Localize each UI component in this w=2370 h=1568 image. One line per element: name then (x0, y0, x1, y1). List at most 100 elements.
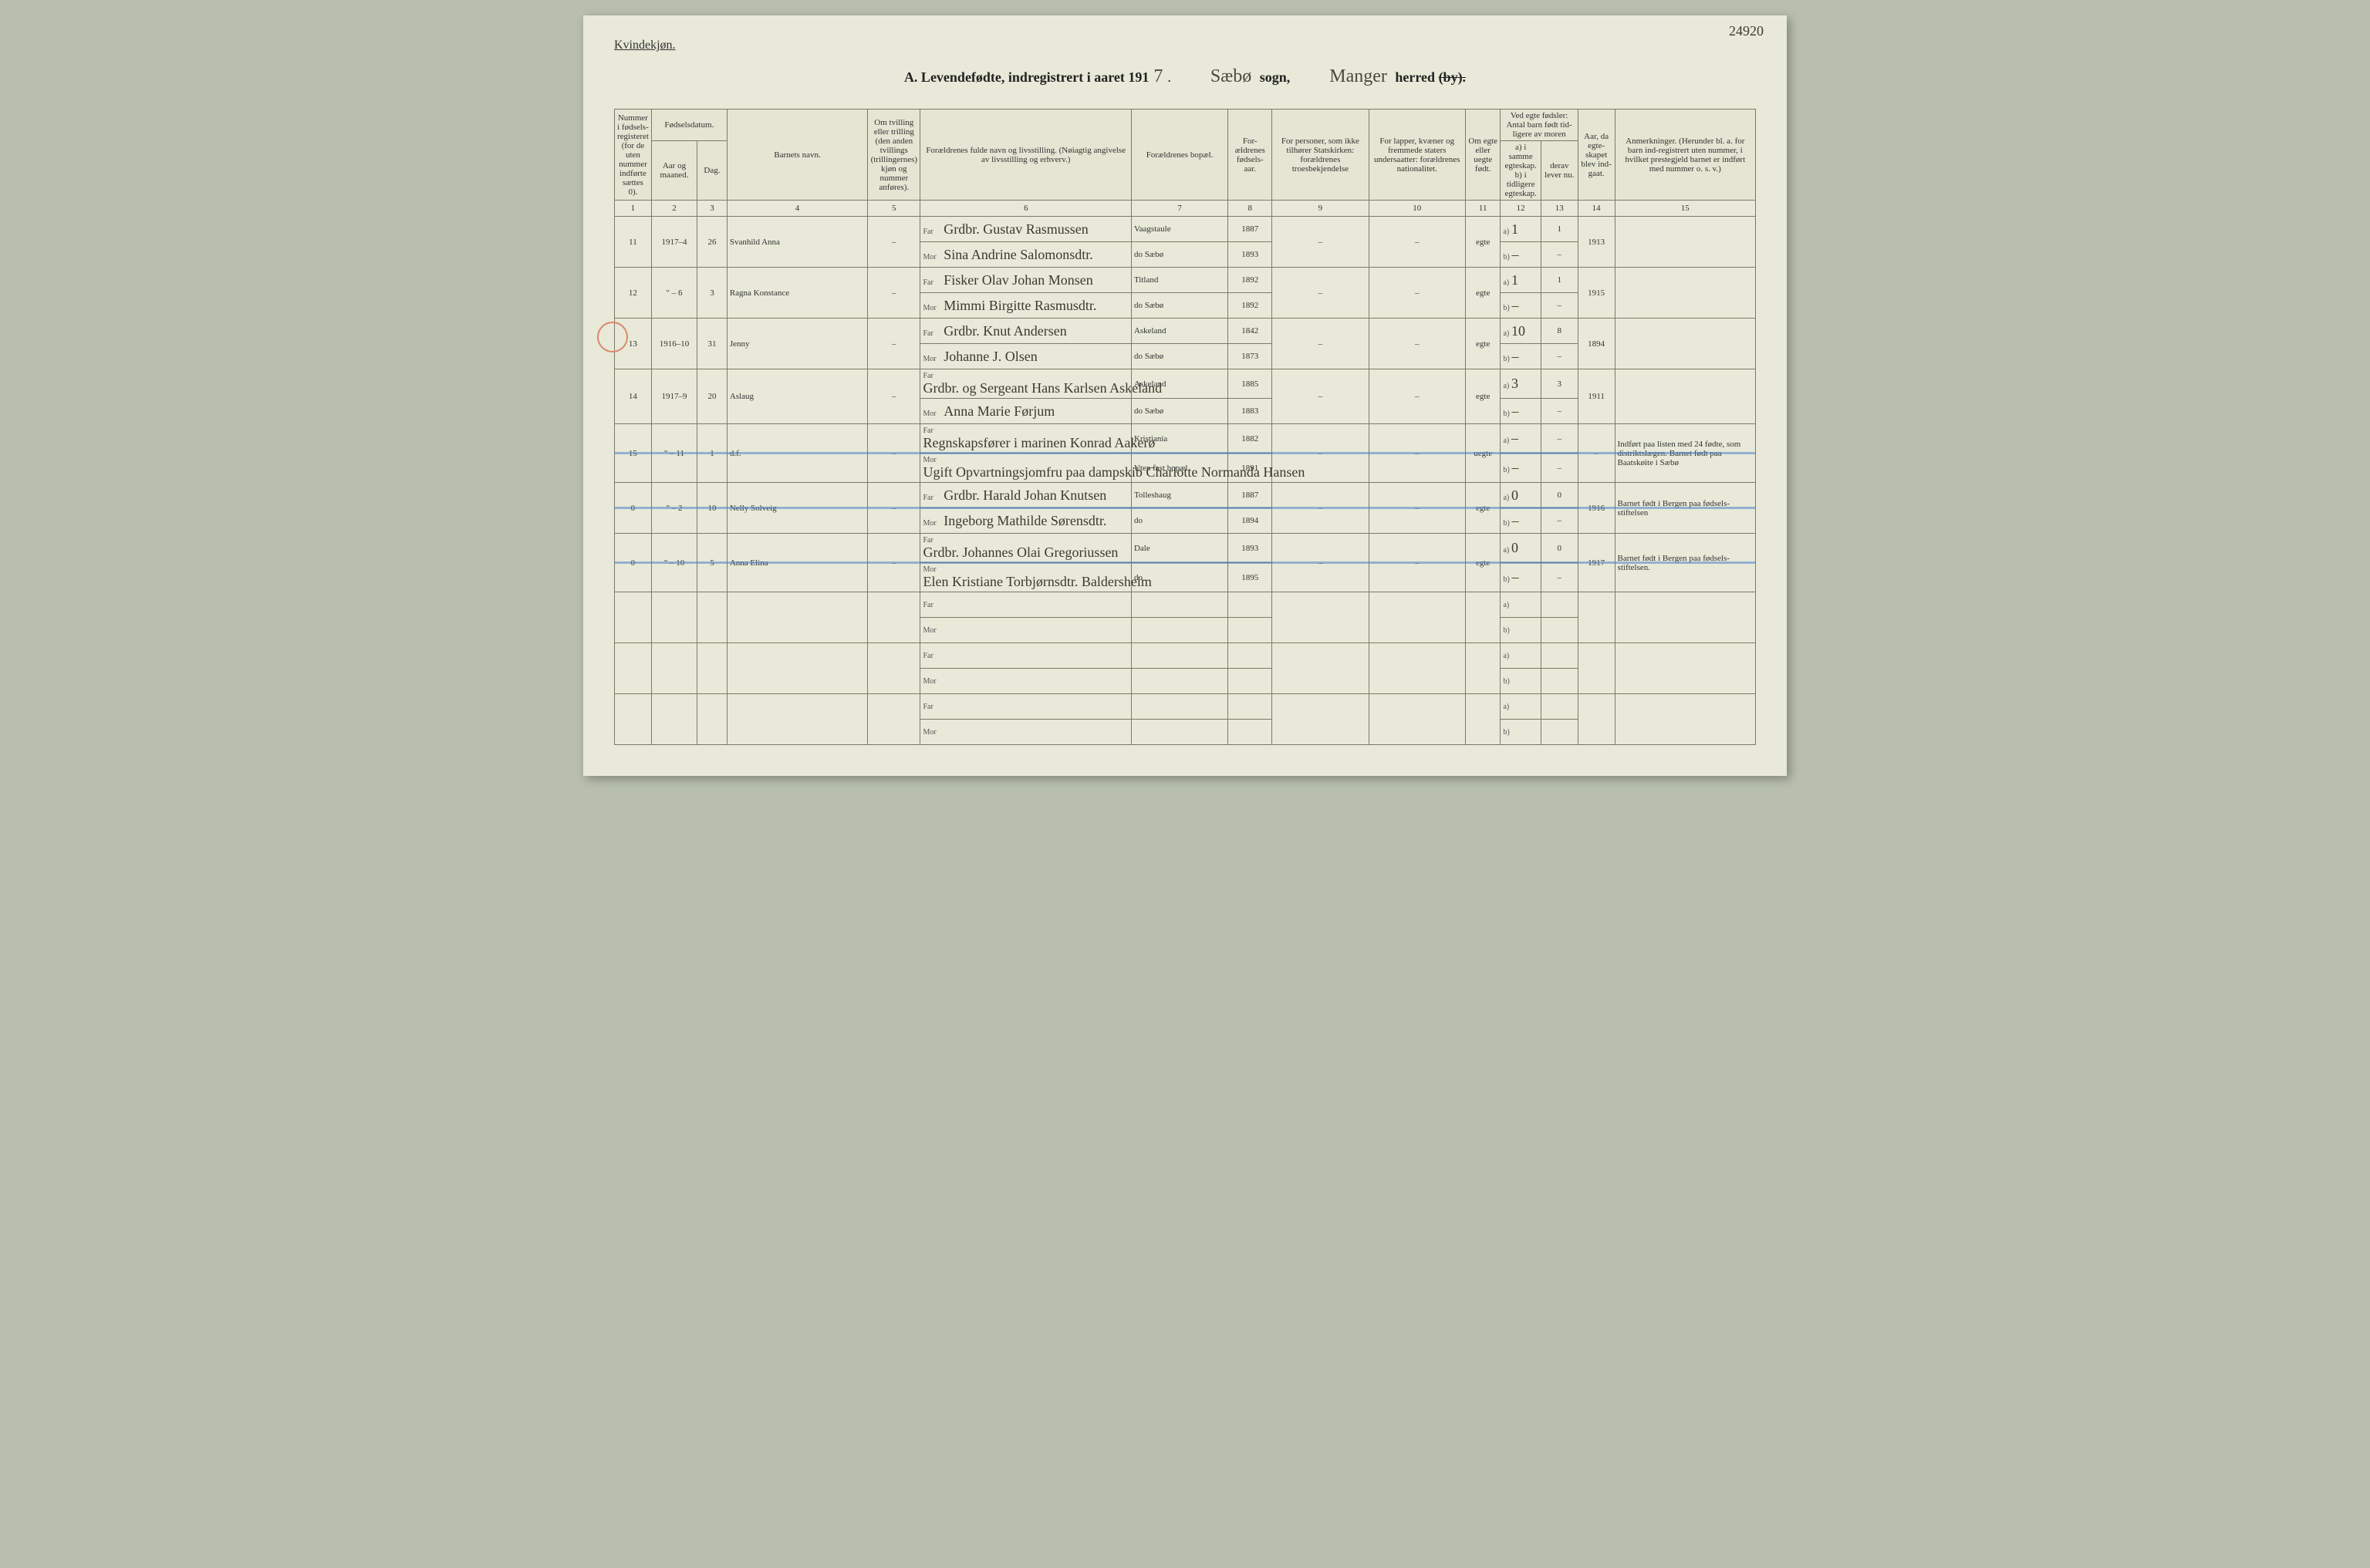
table-row: Fara) (615, 592, 1756, 618)
hdr-c10: For lapper, kvæner og fremmede staters u… (1369, 110, 1465, 201)
cell-mor: Mor Mimmi Birgitte Rasmusdtr. (920, 293, 1131, 319)
cell-lever-a: 1 (1541, 268, 1578, 293)
cell-anm (1615, 217, 1755, 268)
hdr-c2-group: Fødselsdatum. (651, 110, 727, 141)
cell-bopel-far: Vaagstaule (1131, 217, 1227, 242)
red-circle-annotation (597, 322, 628, 352)
cell-name: Jenny (727, 319, 867, 369)
hdr-c1: Nummer i fødsels-registeret (for de uten… (615, 110, 652, 201)
hdr-c9: For personer, som ikke tilhører Statskir… (1272, 110, 1369, 201)
cell-bopel-far: Askeland (1131, 319, 1227, 344)
table-row: 0" – 210Nelly Solveig–Far Grdbr. Harald … (615, 483, 1756, 508)
a-label: a) (1503, 601, 1509, 609)
table-row: 141917–920Aslaug–Far Grdbr. og Sergeant … (615, 369, 1756, 399)
cell-aar-far: 1842 (1228, 319, 1272, 344)
table-row: 0" – 105Anna Elina–Far Grdbr. Johannes O… (615, 534, 1756, 563)
hdr-c5: Om tvilling eller trilling (den anden tv… (868, 110, 920, 201)
cell-lever-b: – (1541, 454, 1578, 483)
table-row: Fara) (615, 643, 1756, 669)
cell-anm (1615, 319, 1755, 369)
cell-a: a) 0 (1501, 534, 1541, 563)
cell-indg: 1915 (1578, 268, 1615, 319)
cell-b: b) – (1501, 563, 1541, 592)
cell-egte: egte (1465, 319, 1501, 369)
hdr-c11: Om egte eller uegte født. (1465, 110, 1501, 201)
cell-c9: – (1272, 268, 1369, 319)
colnum: 9 (1272, 201, 1369, 217)
cell-lever-b: – (1541, 293, 1578, 319)
cell-far: Far Grdbr. Gustav Rasmussen (920, 217, 1131, 242)
cell-tvil: – (868, 369, 920, 424)
cell-lever-b: – (1541, 242, 1578, 268)
a-label: a) (1503, 703, 1509, 711)
cell-b: b) – (1501, 242, 1541, 268)
table-row: 12" – 63Ragna Konstance–Far Fisker Olav … (615, 268, 1756, 293)
b-label: b) (1503, 677, 1509, 686)
table-row: 111917–426Svanhild Anna–Far Grdbr. Gusta… (615, 217, 1756, 242)
cell-c9: – (1272, 369, 1369, 424)
cell-b: b) – (1501, 508, 1541, 534)
cell-a: a) 10 (1501, 319, 1541, 344)
cell-b: b) – (1501, 454, 1541, 483)
cell-a: a) 0 (1501, 483, 1541, 508)
cell-bopel-mor: do Sæbø (1131, 242, 1227, 268)
cell-lever-b: – (1541, 563, 1578, 592)
cell-aar-mor: 1883 (1228, 399, 1272, 424)
title-prefix: A. Levendefødte, indregistrert i aaret 1… (904, 69, 1149, 85)
cell-num: 12 (615, 268, 652, 319)
cell-aar-far: 1887 (1228, 483, 1272, 508)
colnum: 11 (1465, 201, 1501, 217)
cell-aar-mor: 1895 (1228, 563, 1272, 592)
cell-c9: – (1272, 319, 1369, 369)
cell-far: Far Grdbr. Johannes Olai Gregoriussen (920, 534, 1131, 563)
cell-name: Svanhild Anna (727, 217, 867, 268)
cell-aar-mor: 1873 (1228, 344, 1272, 369)
colnum: 3 (697, 201, 728, 217)
hdr-c12a: a) i samme egteskap. b) i tidligere egte… (1501, 141, 1541, 201)
cell-ym: 1916–10 (651, 319, 697, 369)
cell-num: 11 (615, 217, 652, 268)
cell-b: b) – (1501, 344, 1541, 369)
title-line: A. Levendefødte, indregistrert i aaret 1… (614, 66, 1756, 87)
cell-b: b) – (1501, 399, 1541, 424)
cell-name: Ragna Konstance (727, 268, 867, 319)
cell-bopel-mor: do Sæbø (1131, 344, 1227, 369)
blue-strike-annotation (614, 452, 1756, 454)
b-label: b) (1503, 626, 1509, 635)
cell-b: b) – (1501, 293, 1541, 319)
colnum: 7 (1131, 201, 1227, 217)
cell-a: a) – (1501, 424, 1541, 454)
cell-c10: – (1369, 268, 1465, 319)
herred-handwritten: Manger (1325, 66, 1392, 86)
colnum: 6 (920, 201, 1131, 217)
cell-lever-a: 1 (1541, 217, 1578, 242)
by-struck: (by). (1439, 69, 1467, 85)
cell-mor: Mor Johanne J. Olsen (920, 344, 1131, 369)
colnum: 1 (615, 201, 652, 217)
cell-a: a) 1 (1501, 217, 1541, 242)
cell-num: 14 (615, 369, 652, 424)
cell-egte: egte (1465, 217, 1501, 268)
cell-mor: Mor Anna Marie Førjum (920, 399, 1131, 424)
cell-aar-mor: 1894 (1228, 508, 1272, 534)
mor-label: Mor (923, 626, 941, 635)
cell-far: Far Fisker Olav Johan Monsen (920, 268, 1131, 293)
a-label: a) (1503, 652, 1509, 660)
hdr-c2a: Aar og maaned. (651, 141, 697, 201)
title-year: 7 (1149, 66, 1167, 86)
cell-c10: – (1369, 369, 1465, 424)
hdr-c4: Barnets navn. (727, 110, 867, 201)
gender-heading: Kvindekjøn. (614, 39, 1756, 52)
cell-day: 31 (697, 319, 728, 369)
colnum: 2 (651, 201, 697, 217)
cell-bopel-mor: do (1131, 508, 1227, 534)
cell-day: 26 (697, 217, 728, 268)
cell-mor: Mor Ingeborg Mathilde Sørensdtr. (920, 508, 1131, 534)
hdr-c14: Aar, da egte-skapet blev ind-gaat. (1578, 110, 1615, 201)
cell-aar-far: 1885 (1228, 369, 1272, 399)
cell-bopel-far: Tolleshaug (1131, 483, 1227, 508)
cell-c10: – (1369, 319, 1465, 369)
cell-day: 3 (697, 268, 728, 319)
cell-lever-b: – (1541, 344, 1578, 369)
cell-bopel-far: Dale (1131, 534, 1227, 563)
